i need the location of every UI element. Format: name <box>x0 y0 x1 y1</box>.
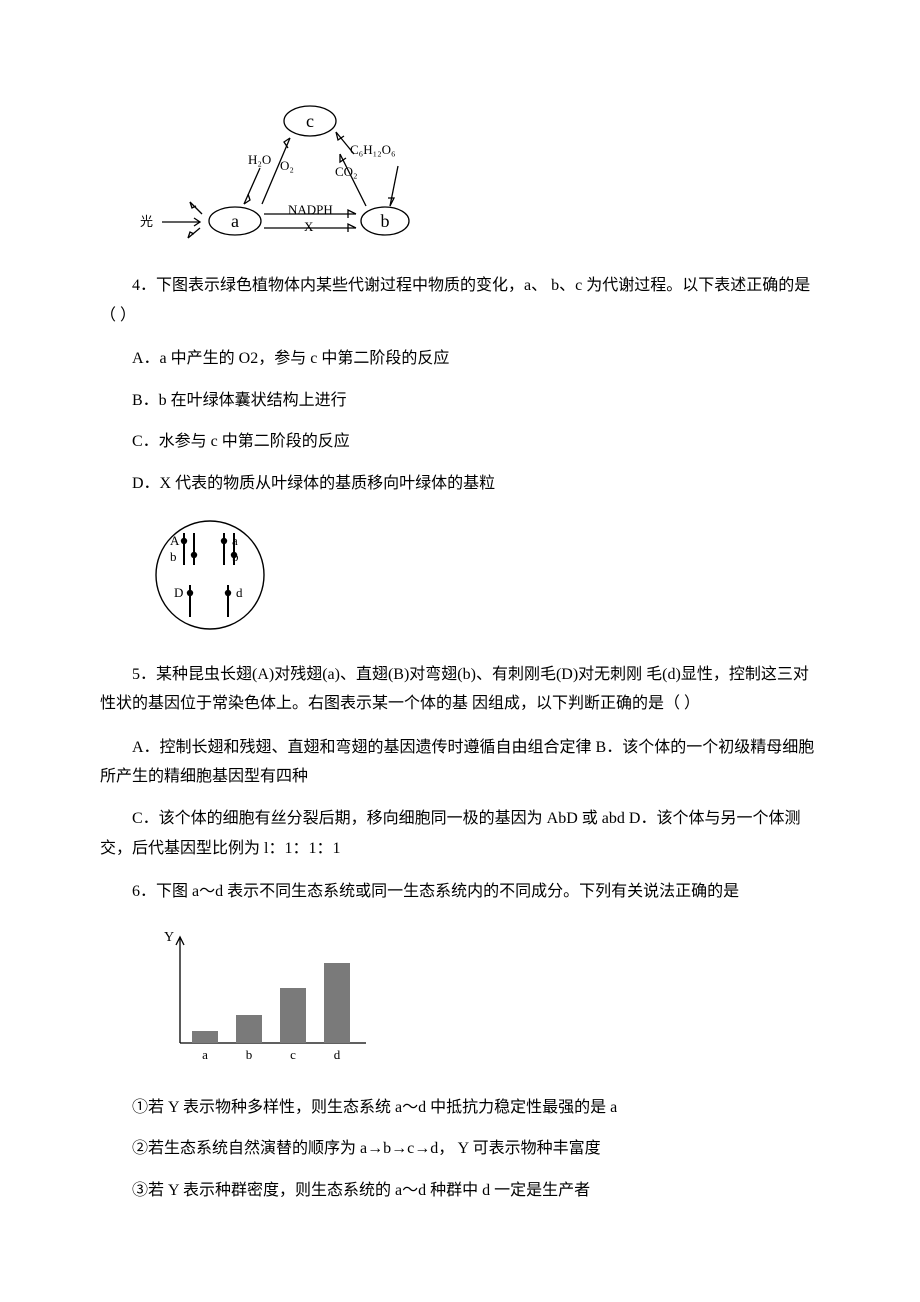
svg-text:C₆H₁₂O₆: C₆H₁₂O₆ <box>350 142 396 157</box>
svg-text:X: X <box>304 219 314 234</box>
svg-text:a: a <box>231 211 239 231</box>
svg-text:CO₂: CO₂ <box>335 164 358 179</box>
svg-text:b: b <box>246 1047 253 1062</box>
svg-text:NADPH: NADPH <box>288 202 333 217</box>
svg-text:a: a <box>202 1047 208 1062</box>
figure-metabolism: a b c <box>140 96 820 251</box>
svg-text:A: A <box>170 533 180 548</box>
svg-text:b: b <box>381 211 390 231</box>
q5-option-ab: A．控制长翅和残翅、直翅和弯翅的基因遗传时遵循自由组合定律 B．该个体的一个初级… <box>100 733 820 792</box>
metabolism-svg: a b c <box>140 96 440 251</box>
figure-barchart: Ya b c d <box>140 923 820 1073</box>
svg-text:b: b <box>232 549 239 564</box>
svg-text:b: b <box>170 549 177 564</box>
svg-text:c: c <box>306 111 314 131</box>
q6-text: 6．下图 a～d 表示不同生态系统或同一生态系统内的不同成分。下列有关说法正确的… <box>100 877 820 907</box>
svg-text:D: D <box>174 585 183 600</box>
svg-text:H₂O: H₂O <box>248 152 271 167</box>
q4-option-b: B．b 在叶绿体囊状结构上进行 <box>100 386 820 416</box>
q4-option-c: C．水参与 c 中第二阶段的反应 <box>100 427 820 457</box>
page-body: a b c <box>0 0 920 1278</box>
q6-stmt-2: ②若生态系统自然演替的顺序为 a→b→c→d， Y 可表示物种丰富度 <box>100 1134 820 1164</box>
q4-option-a: A．a 中产生的 O2，参与 c 中第二阶段的反应 <box>100 344 820 374</box>
svg-text:d: d <box>334 1047 341 1062</box>
svg-text:c: c <box>290 1047 296 1062</box>
svg-text:光: 光 <box>140 214 153 229</box>
q5-text: 5．某种昆虫长翅(A)对残翅(a)、直翅(B)对弯翅(b)、有刺刚毛(D)对无刺… <box>100 660 820 719</box>
svg-text:O₂: O₂ <box>280 158 294 173</box>
q4-option-d: D．X 代表的物质从叶绿体的基质移向叶绿体的基粒 <box>100 469 820 499</box>
cell-svg: AbabDd <box>140 515 290 640</box>
q5-option-cd: C．该个体的细胞有丝分裂后期，移向细胞同一极的基因为 AbD 或 abd D．该… <box>100 804 820 863</box>
figure-cell: AbabDd <box>140 515 820 640</box>
q4-text: 4．下图表示绿色植物体内某些代谢过程中物质的变化，a、 b、c 为代谢过程。以下… <box>100 271 820 330</box>
q6-stmt-3: ③若 Y 表示种群密度，则生态系统的 a～d 种群中 d 一定是生产者 <box>100 1176 820 1206</box>
svg-text:d: d <box>236 585 243 600</box>
q6-stmt-1: ①若 Y 表示物种多样性，则生态系统 a～d 中抵抗力稳定性最强的是 a <box>100 1093 820 1123</box>
svg-text:Y: Y <box>164 930 174 945</box>
barchart-svg: Ya b c d <box>140 923 400 1073</box>
